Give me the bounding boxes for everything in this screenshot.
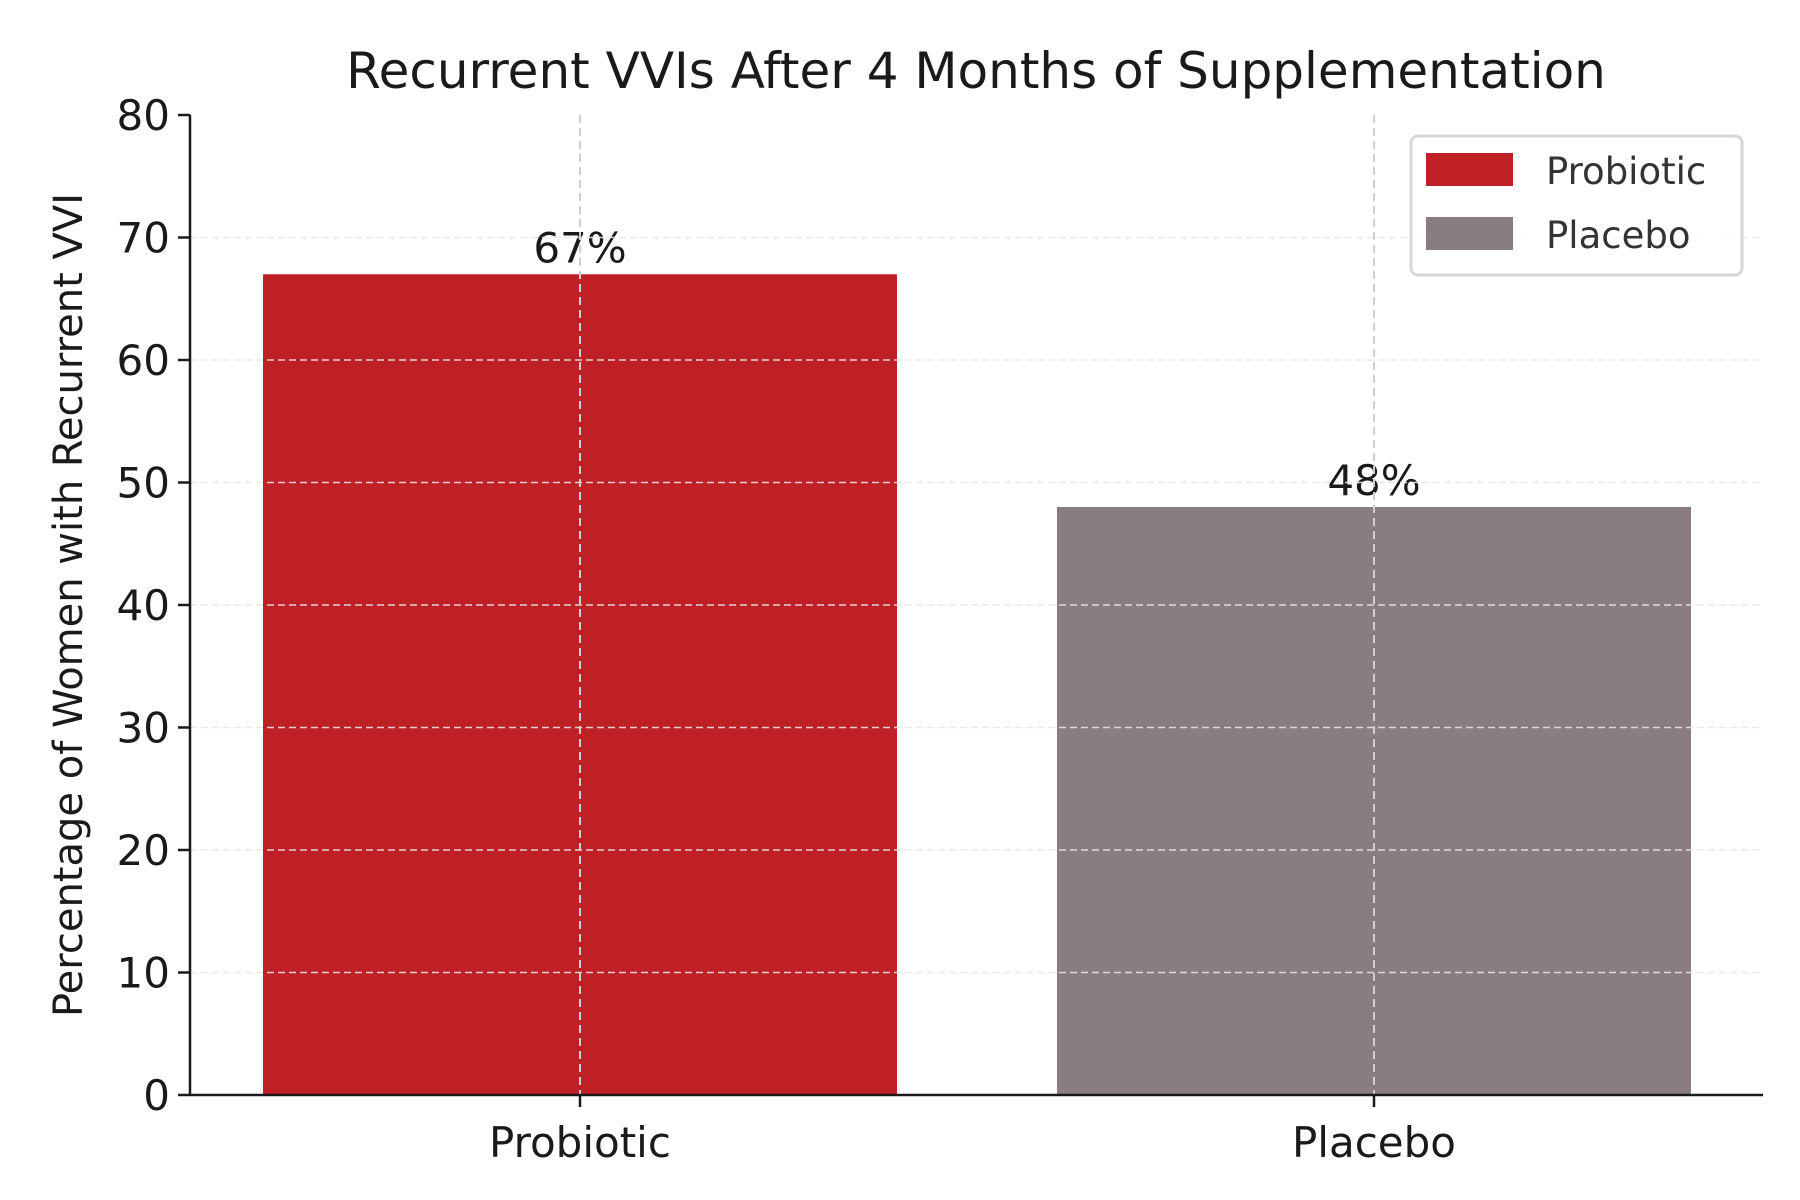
x-tick-label-placebo: Placebo: [1292, 1118, 1456, 1167]
y-tick-label: 30: [117, 704, 170, 753]
y-tick-label: 80: [117, 91, 170, 140]
axes: 0 10 20 30 40 50 60 70 80 Probiotic Placebo: [117, 91, 1763, 1167]
legend-label-placebo: Placebo: [1546, 214, 1691, 257]
legend: Probiotic Placebo: [1409, 134, 1744, 277]
y-tick-label: 60: [117, 336, 170, 385]
legend-swatch-placebo: [1426, 217, 1513, 250]
y-tick-label: 50: [117, 459, 170, 508]
y-tick-label: 70: [117, 214, 170, 263]
y-tick-label: 0: [143, 1071, 170, 1120]
y-tick-label: 10: [117, 949, 170, 998]
y-tick-label: 40: [117, 581, 170, 630]
legend-swatch-probiotic: [1426, 153, 1513, 186]
bars: 67%48%: [263, 223, 1691, 1095]
y-axis-label: Percentage of Women with Recurrent VVI: [46, 193, 92, 1017]
y-tick-label: 20: [117, 826, 170, 875]
grid-overlay: [190, 115, 1763, 1095]
x-tick-label-probiotic: Probiotic: [489, 1118, 671, 1167]
chart-title: Recurrent VVIs After 4 Months of Supplem…: [346, 42, 1606, 100]
bar-probiotic: [263, 274, 897, 1095]
legend-label-probiotic: Probiotic: [1546, 150, 1706, 193]
